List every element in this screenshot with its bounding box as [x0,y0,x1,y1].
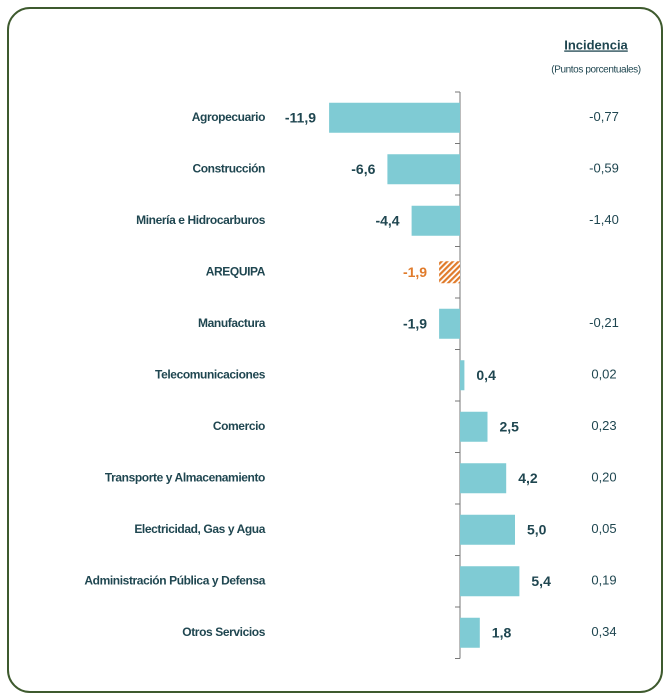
category-label: Comercio [213,419,265,433]
incidence-value: 0,05 [591,521,616,536]
bar [411,205,460,236]
value-label: -1,9 [403,315,427,331]
bar [329,102,460,133]
value-label: 5,4 [531,573,551,589]
value-label: 1,8 [492,624,512,640]
bar [439,308,460,339]
value-label: -11,9 [285,109,316,125]
bar [460,514,515,545]
incidence-header: Incidencia [564,37,628,52]
bar [387,154,460,185]
incidence-subheader: (Puntos porcentuales) [551,65,641,76]
category-label: Agropecuario [192,110,265,124]
bar [460,360,465,391]
category-label: Telecomunicaciones [155,367,266,381]
bar [460,566,520,597]
category-label: Transporte y Almacenamiento [105,470,265,484]
value-label: 0,4 [476,367,496,383]
category-label: Minería e Hidrocarburos [136,213,266,227]
bar [439,261,460,284]
incidence-value: 0,19 [591,573,616,588]
category-label: Construcción [192,161,265,175]
category-label: Manufactura [198,316,266,330]
value-label: -1,9 [403,264,427,280]
bar [460,617,480,648]
incidence-value: 0,34 [591,624,616,639]
bar [460,463,507,494]
category-label: Otros Servicios [182,625,265,639]
incidence-value: -0,21 [589,315,619,330]
incidence-value: 0,23 [591,418,616,433]
value-label: -6,6 [351,161,375,177]
category-label: Administración Pública y Defensa [84,573,265,587]
value-label: 4,2 [518,470,538,486]
value-label: 5,0 [527,521,547,537]
bar [460,411,488,442]
category-label: AREQUIPA [206,264,266,278]
value-label: -4,4 [375,212,399,228]
incidence-value: 0,20 [591,470,616,485]
incidence-value: 0,02 [591,367,616,382]
category-label: Electricidad, Gas y Agua [134,522,265,536]
incidence-value: -1,40 [589,212,619,227]
incidence-value: -0,59 [589,161,619,176]
value-label: 2,5 [500,418,520,434]
incidence-value: -0,77 [589,109,619,124]
